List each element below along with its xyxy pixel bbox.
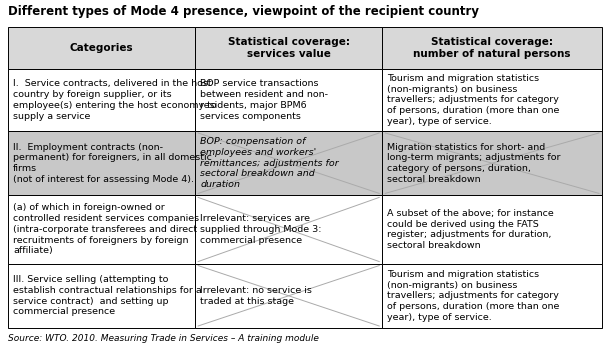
Text: Source: WTO. 2010. Measuring Trade in Services – A training module: Source: WTO. 2010. Measuring Trade in Se… [8,334,319,343]
Bar [382,69,602,131]
Bar [8,195,195,264]
Bar [382,27,602,69]
Bar [195,131,382,195]
Bar [382,131,602,195]
Text: Categories: Categories [70,43,134,53]
Text: Different types of Mode 4 presence, viewpoint of the recipient country: Different types of Mode 4 presence, view… [8,5,479,18]
Text: Migration statistics for short- and
long-term migrants; adjustments for
category: Migration statistics for short- and long… [387,142,561,184]
Text: BOP: compensation of
employees and workers'
remittances; adjustments for
sectora: BOP: compensation of employees and worke… [200,137,339,189]
Bar [8,264,195,328]
Bar [195,69,382,131]
Text: A subset of the above; for instance
could be derived using the FATS
register; ad: A subset of the above; for instance coul… [387,209,554,250]
Bar [8,27,195,69]
Text: BOP service transactions
between resident and non-
residents, major BPM6
service: BOP service transactions between residen… [200,79,328,121]
Text: I.  Service contracts, delivered in the host
country by foreign supplier, or its: I. Service contracts, delivered in the h… [13,79,217,121]
Text: Irrelevant: no service is
traded at this stage: Irrelevant: no service is traded at this… [200,286,312,306]
Bar [8,69,195,131]
Text: Tourism and migration statistics
(non-migrants) on business
travellers; adjustme: Tourism and migration statistics (non-mi… [387,74,560,126]
Bar [382,195,602,264]
Bar [8,131,195,195]
Bar [382,264,602,328]
Text: III. Service selling (attempting to
establish contractual relationships for a
se: III. Service selling (attempting to esta… [13,275,202,316]
Bar [195,264,382,328]
Text: Irrelevant: services are
supplied through Mode 3:
commercial presence: Irrelevant: services are supplied throug… [200,214,322,245]
Text: Statistical coverage:
number of natural persons: Statistical coverage: number of natural … [413,37,571,59]
Bar [195,195,382,264]
Text: II.  Employment contracts (non-
permanent) for foreigners, in all domestic
firms: II. Employment contracts (non- permanent… [13,142,212,184]
Text: Statistical coverage:
services value: Statistical coverage: services value [228,37,350,59]
Bar [195,27,382,69]
Text: Tourism and migration statistics
(non-migrants) on business
travellers; adjustme: Tourism and migration statistics (non-mi… [387,270,560,322]
Text: (a) of which in foreign-owned or
controlled resident services companies
(intra-c: (a) of which in foreign-owned or control… [13,203,199,256]
